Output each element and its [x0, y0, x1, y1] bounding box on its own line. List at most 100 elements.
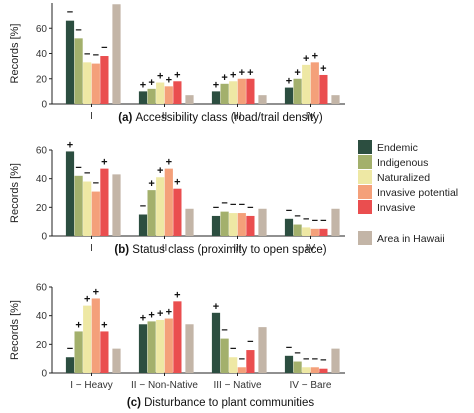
significance-mark: +: [166, 307, 172, 319]
bar-invasive-i-heavy: [100, 331, 109, 373]
x-tick-label: II: [162, 111, 168, 122]
significance-mark: +: [84, 294, 90, 306]
bar-invasive-iii-native: [246, 350, 255, 373]
bar-indigenous-iii-native: [220, 338, 229, 373]
bar-indigenous-i-heavy: [74, 331, 83, 373]
legend-label: Invasive potential: [377, 187, 458, 199]
bar-endemic-ii: [138, 91, 148, 104]
significance-mark: +: [101, 319, 107, 331]
bar-invasive-potential-ii: [164, 168, 173, 236]
bar-area-in-hawaii-ii-non-native: [185, 324, 194, 373]
significance-mark: −: [239, 353, 245, 365]
bar-invasive-potential-ii-non-native: [164, 318, 173, 373]
bar-area-in-hawaii-i: [112, 174, 121, 236]
significance-mark: −: [303, 353, 309, 365]
significance-mark: +: [157, 71, 163, 83]
x-tick-label: III: [233, 243, 241, 254]
y-tick-label: 0: [41, 369, 47, 380]
group-i-heavy: −++++: [65, 286, 121, 373]
bar-area-in-hawaii-iv-bare: [331, 348, 340, 373]
bar-invasive-potential-iv: [310, 228, 319, 236]
y-tick-label: 0: [41, 232, 47, 243]
x-tick-label: IV: [306, 243, 316, 254]
y-tick-label: 60: [36, 283, 48, 294]
bar-invasive-iii: [246, 78, 255, 104]
significance-mark: +: [67, 139, 73, 151]
bar-invasive-ii: [173, 188, 182, 236]
bar-area-in-hawaii-iv: [331, 95, 340, 104]
group-ii: −++++: [138, 157, 194, 236]
bar-indigenous-ii: [147, 190, 156, 236]
bar-endemic-ii-non-native: [138, 324, 148, 373]
y-tick-label: 60: [36, 24, 48, 35]
x-tick-label: IV: [306, 111, 316, 122]
significance-mark: −: [67, 7, 73, 19]
significance-mark: +: [239, 67, 245, 79]
significance-mark: +: [93, 286, 99, 298]
legend-label: Endemic: [377, 142, 418, 154]
significance-mark: +: [213, 79, 219, 91]
significance-mark: −: [75, 162, 81, 174]
significance-mark: −: [93, 178, 99, 190]
significance-mark: +: [286, 76, 292, 88]
group-i: −−− −−: [65, 4, 121, 105]
y-tick-label: 40: [36, 311, 48, 322]
significance-mark: −: [140, 201, 146, 213]
significance-mark: −: [247, 336, 253, 348]
bar-endemic-iv-bare: [284, 355, 294, 373]
bar-invasive-potential-iii: [237, 213, 246, 236]
significance-mark: +: [157, 308, 163, 320]
y-tick-label: 0: [41, 100, 47, 111]
significance-mark: −: [312, 353, 318, 365]
panel-title: (a) Accessibility class (road/trail dens…: [118, 112, 323, 124]
y-tick-label: 40: [36, 174, 48, 185]
significance-mark: −: [101, 42, 107, 54]
significance-mark: +: [213, 301, 219, 313]
significance-mark: −: [221, 198, 227, 210]
x-tick-label: III − Native: [213, 380, 262, 391]
significance-mark: +: [101, 157, 107, 169]
significance-mark: +: [230, 69, 236, 81]
bar-invasive-iv: [319, 74, 328, 104]
significance-mark: −: [286, 205, 292, 217]
significance-mark: +: [247, 67, 253, 79]
y-tick-label: 60: [36, 146, 48, 157]
significance-mark: −: [75, 24, 81, 36]
legend-label: Indigenous: [377, 157, 428, 169]
bar-invasive-potential-i: [91, 191, 100, 236]
significance-mark: +: [75, 319, 81, 331]
bar-invasive-potential-i: [91, 63, 100, 104]
legend: Endemic Indigenous Naturalized Invasive pot…: [358, 140, 458, 245]
bar-naturalized-iv: [302, 64, 311, 104]
significance-mark: −: [213, 202, 219, 214]
bar-endemic-ii: [138, 214, 148, 236]
y-axis-label: Records [%]: [9, 24, 21, 84]
bar-endemic-iv: [284, 87, 294, 104]
significance-mark: −: [294, 211, 300, 223]
legend-item-naturalized: Naturalized: [358, 170, 430, 184]
bar-invasive-potential-iii-native: [237, 367, 246, 373]
bar-area-in-hawaii-ii: [185, 95, 194, 104]
bar-area-in-hawaii-i: [112, 4, 121, 105]
panel-title-prefix: (a): [118, 112, 135, 124]
bar-invasive-ii-non-native: [173, 301, 182, 373]
y-tick-label: 40: [36, 49, 48, 60]
legend-item-area-in-hawaii: Area in Hawaii: [358, 231, 445, 245]
x-tick-label: I: [90, 243, 93, 254]
bar-invasive-potential-ii: [164, 86, 173, 104]
legend-item-indigenous: Indigenous: [358, 155, 428, 169]
x-tick-label: II − Non-Native: [131, 380, 198, 391]
panel-title-text: Status class (proximity to open space): [132, 244, 326, 256]
legend-item-endemic: Endemic: [358, 140, 418, 154]
bar-indigenous-i: [74, 175, 83, 236]
significance-mark: −: [230, 343, 236, 355]
bar-naturalized-ii: [156, 82, 165, 104]
bar-invasive-potential-iv-bare: [310, 367, 319, 373]
panel-title-text: Accessibility class (road/trail density): [135, 112, 322, 124]
bar-naturalized-i: [83, 62, 92, 104]
bar-area-in-hawaii-i-heavy: [112, 348, 121, 373]
x-tick-label: III: [233, 111, 241, 122]
significance-mark: +: [157, 165, 163, 177]
bar-invasive-ii: [173, 81, 182, 104]
